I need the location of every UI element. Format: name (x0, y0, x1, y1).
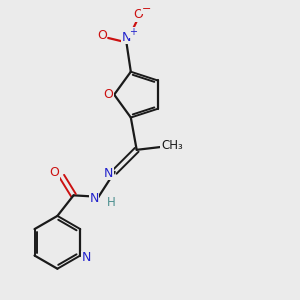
Text: +: + (129, 27, 137, 37)
Text: N: N (122, 31, 131, 44)
Text: CH₃: CH₃ (161, 139, 183, 152)
Text: O: O (50, 166, 59, 179)
Text: N: N (104, 167, 113, 180)
Text: O: O (133, 8, 143, 21)
Text: H: H (106, 196, 115, 208)
Text: O: O (103, 88, 113, 101)
Text: N: N (89, 192, 99, 205)
Text: O: O (97, 29, 107, 42)
Text: −: − (141, 4, 151, 14)
Text: N: N (82, 251, 92, 264)
